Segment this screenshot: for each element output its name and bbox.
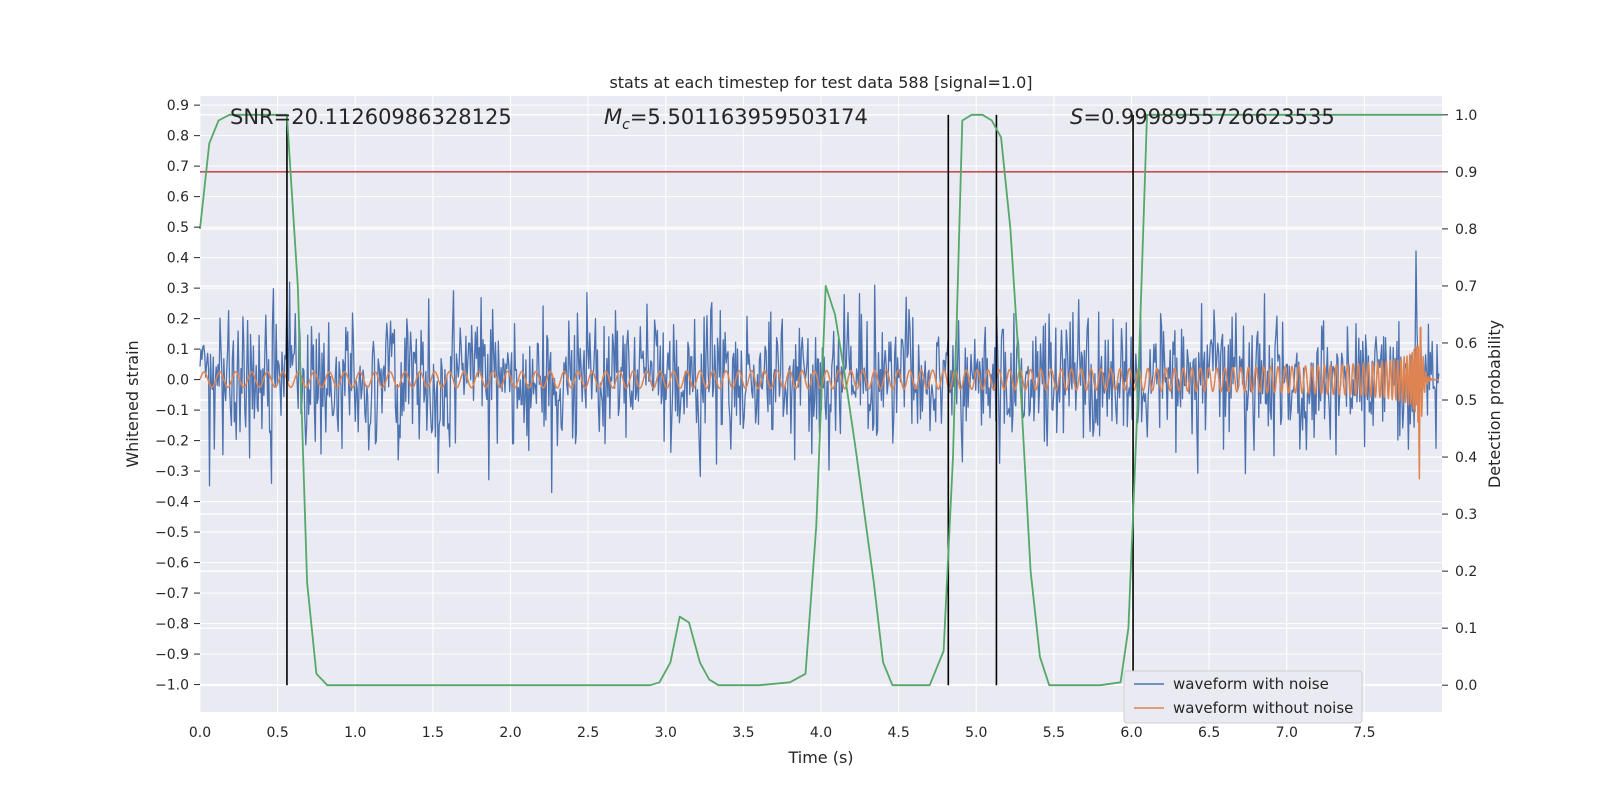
vertical-lines xyxy=(286,114,1134,686)
legend-label-signal: waveform without noise xyxy=(1173,699,1353,717)
detection-probability-series xyxy=(199,113,1442,687)
y-right-tick-label: 1.0 xyxy=(1455,108,1477,124)
x-tick-label: 1.0 xyxy=(344,725,366,741)
x-tick-label: 5.5 xyxy=(1043,725,1065,741)
chirp-mass-subscript: c xyxy=(622,117,630,133)
x-tick-label: 6.0 xyxy=(1120,725,1142,741)
y-left-tick-label: 0.2 xyxy=(167,312,189,328)
x-axis-ticks: 0.0 0.5 1.0 1.5 2.0 2.5 3.0 3.5 4.0 4.5 5.0 5.5 6.0 6… xyxy=(189,725,1376,741)
y-left-tick-label: 0.9 xyxy=(167,98,189,114)
x-tick-label: 3.5 xyxy=(732,725,754,741)
y-left-axis-label: Whitened strain xyxy=(123,340,142,467)
x-tick-label: 2.5 xyxy=(577,725,599,741)
y-left-tick-label: 0.0 xyxy=(167,373,189,389)
x-tick-label: 0.0 xyxy=(189,725,211,741)
legend-label-noise: waveform with noise xyxy=(1173,675,1329,693)
y-left-tick-label: 0.1 xyxy=(167,342,189,358)
snr-annotation: SNR=20.11260986328125 xyxy=(230,105,512,129)
chirp-mass-value: =5.501163959503174 xyxy=(630,105,868,129)
y-left-tick-label: −0.7 xyxy=(155,586,189,602)
y-left-tick-label: 0.3 xyxy=(167,281,189,297)
chirp-mass-symbol: M xyxy=(604,105,622,129)
signal-waveform-line xyxy=(199,326,1440,480)
x-tick-label: 4.0 xyxy=(810,725,832,741)
y-left-tick-label: −0.5 xyxy=(155,525,189,541)
y-right-tick-label: 0.4 xyxy=(1455,450,1477,466)
y-right-tick-label: 0.1 xyxy=(1455,621,1477,637)
y-right-tick-label: 0.9 xyxy=(1455,165,1477,181)
x-tick-label: 6.5 xyxy=(1198,725,1220,741)
y-left-tick-label: −0.6 xyxy=(155,556,189,572)
y-right-axis-ticks: 1.0 0.9 0.8 0.7 0.6 0.5 0.4 0.3 0.2 0.1 0.0 xyxy=(1442,108,1477,694)
y-right-tick-label: 0.0 xyxy=(1455,678,1477,694)
x-tick-label: 0.5 xyxy=(266,725,288,741)
y-left-tick-label: 0.8 xyxy=(167,129,189,145)
legend-box xyxy=(1123,670,1363,724)
y-left-tick-label: −0.9 xyxy=(155,647,189,663)
y-right-axis-label: Detection probability xyxy=(1485,320,1504,488)
y-left-tick-label: −0.1 xyxy=(155,403,189,419)
x-tick-label: 3.0 xyxy=(655,725,677,741)
y-right-tick-label: 0.2 xyxy=(1455,564,1477,580)
x-tick-label: 4.5 xyxy=(887,725,909,741)
y-right-tick-label: 0.7 xyxy=(1455,279,1477,295)
x-axis-label: Time (s) xyxy=(787,748,853,767)
y-left-axis-ticks: 0.9 0.8 0.7 0.6 0.5 0.4 0.3 0.2 0.1 0.0 −0.1 −0.2 −0… xyxy=(155,98,200,694)
x-tick-label: 7.0 xyxy=(1276,725,1298,741)
signal-waveform-series xyxy=(199,326,1440,480)
y-left-tick-label: −0.4 xyxy=(155,495,189,511)
x-tick-label: 7.5 xyxy=(1353,725,1375,741)
y-left-tick-label: −0.8 xyxy=(155,617,189,633)
chirp-mass-annotation: Mc=5.501163959503174 xyxy=(604,105,868,133)
y-right-tick-label: 0.6 xyxy=(1455,336,1477,352)
y-right-tick-label: 0.3 xyxy=(1455,507,1477,523)
detection-probability-line xyxy=(199,113,1442,687)
y-left-tick-label: −1.0 xyxy=(155,678,189,694)
y-left-tick-label: −0.3 xyxy=(155,464,189,480)
y-right-tick-label: 0.8 xyxy=(1455,222,1477,238)
y-left-tick-label: −0.2 xyxy=(155,434,189,450)
x-tick-label: 2.0 xyxy=(499,725,521,741)
s-annotation: S=0.9998955726623535 xyxy=(1070,105,1335,129)
legend: waveform with noise waveform without noi… xyxy=(1123,670,1363,724)
y-left-tick-label: 0.7 xyxy=(167,159,189,175)
y-left-tick-label: 0.6 xyxy=(167,190,189,206)
s-symbol: S xyxy=(1070,105,1083,129)
s-value: =0.9998955726623535 xyxy=(1083,105,1334,129)
y-right-tick-label: 0.5 xyxy=(1455,393,1477,409)
y-left-tick-label: 0.5 xyxy=(167,220,189,236)
chart-title: stats at each timestep for test data 588… xyxy=(609,73,1032,92)
y-left-tick-label: 0.4 xyxy=(167,251,189,267)
x-tick-label: 5.0 xyxy=(965,725,987,741)
x-tick-label: 1.5 xyxy=(422,725,444,741)
